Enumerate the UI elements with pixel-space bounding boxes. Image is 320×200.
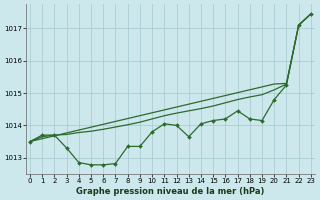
- X-axis label: Graphe pression niveau de la mer (hPa): Graphe pression niveau de la mer (hPa): [76, 187, 265, 196]
